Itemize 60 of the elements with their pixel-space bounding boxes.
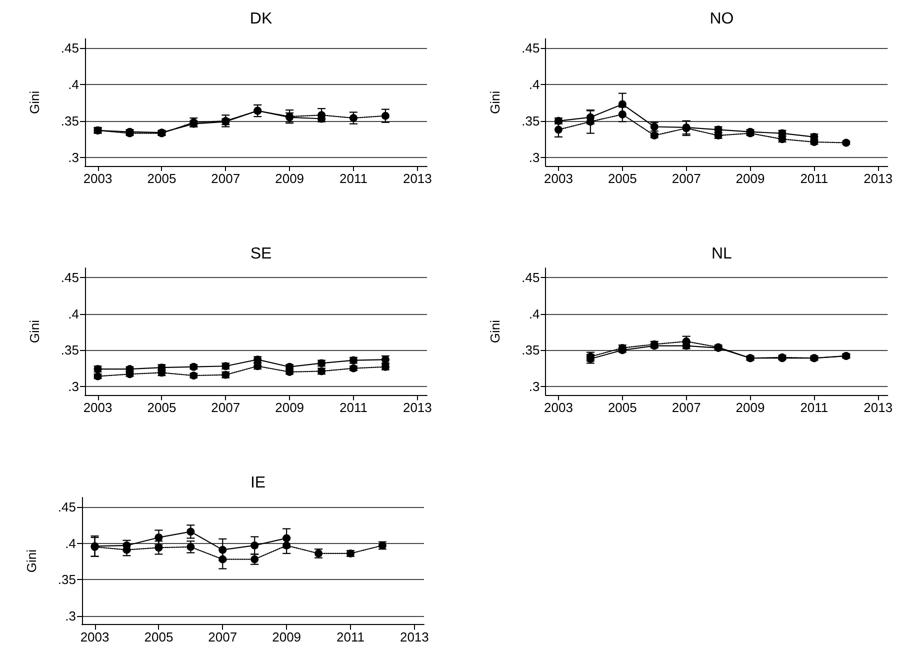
chart-title: NL	[711, 246, 732, 262]
x-tick-label: 2013	[402, 400, 432, 416]
x-tick-label: 2011	[340, 171, 368, 186]
chart-title: DK	[250, 10, 272, 28]
x-tick-label: 2007	[211, 400, 240, 416]
x-tick-label: 2011	[336, 630, 364, 645]
y-tick-label: .45	[522, 270, 540, 285]
y-tick-label: .4	[68, 77, 79, 92]
x-tick-label: 2009	[275, 400, 304, 416]
x-tick-label: 2013	[864, 400, 893, 416]
y-tick-label: .3	[528, 378, 540, 394]
x-tick-label: 2003	[80, 630, 110, 645]
x-tick-label: 2005	[144, 630, 174, 645]
y-tick-label: .45	[60, 270, 79, 285]
x-tick-label: 2011	[800, 171, 828, 186]
y-tick-label: .45	[58, 499, 76, 514]
x-tick-label: 2005	[147, 171, 176, 186]
y-tick-label: .3	[528, 150, 540, 165]
x-tick-label: 2005	[147, 400, 176, 416]
x-tick-label: 2009	[736, 171, 765, 186]
y-tick-label: .3	[68, 378, 79, 394]
y-tick-label: .4	[65, 536, 76, 551]
y-axis-title: Gini	[27, 320, 42, 344]
y-tick-label: .3	[68, 150, 79, 165]
y-axis-title: Gini	[27, 90, 42, 114]
y-axis-title: Gini	[488, 320, 503, 344]
chart-title: NO	[710, 10, 734, 28]
x-tick-label: 2013	[400, 630, 429, 645]
chart-title: SE	[250, 246, 272, 262]
x-tick-label: 2011	[800, 400, 828, 416]
x-tick-label: 2003	[83, 400, 112, 416]
x-tick-label: 2007	[672, 171, 701, 186]
y-tick-label: .35	[522, 113, 540, 128]
x-tick-label: 2005	[608, 400, 637, 416]
x-tick-label: 2009	[275, 171, 304, 186]
chart-title: IE	[250, 474, 266, 492]
x-tick-label: 2011	[340, 400, 368, 416]
x-tick-label: 2003	[83, 171, 112, 186]
y-tick-label: .4	[528, 306, 540, 322]
x-tick-label: 2009	[736, 400, 765, 416]
y-tick-label: .35	[60, 342, 79, 358]
y-tick-label: .45	[60, 40, 79, 56]
y-tick-label: .4	[528, 77, 540, 92]
x-tick-label: 2007	[211, 171, 240, 186]
x-tick-label: 2007	[672, 400, 701, 416]
x-tick-label: 2007	[208, 630, 238, 645]
x-tick-label: 2009	[272, 630, 302, 645]
y-tick-label: .35	[60, 113, 79, 128]
x-tick-label: 2005	[608, 171, 637, 186]
x-tick-label: 2003	[544, 171, 573, 186]
y-tick-label: .3	[65, 608, 76, 624]
x-tick-label: 2013	[402, 171, 432, 186]
y-tick-label: .4	[68, 306, 79, 322]
y-axis-title: Gini	[488, 90, 503, 114]
y-tick-label: .45	[522, 40, 540, 56]
x-tick-label: 2003	[544, 400, 573, 416]
y-tick-label: .35	[58, 572, 76, 588]
y-tick-label: .35	[522, 342, 540, 358]
y-axis-title: Gini	[24, 549, 39, 573]
x-tick-label: 2013	[864, 171, 893, 186]
